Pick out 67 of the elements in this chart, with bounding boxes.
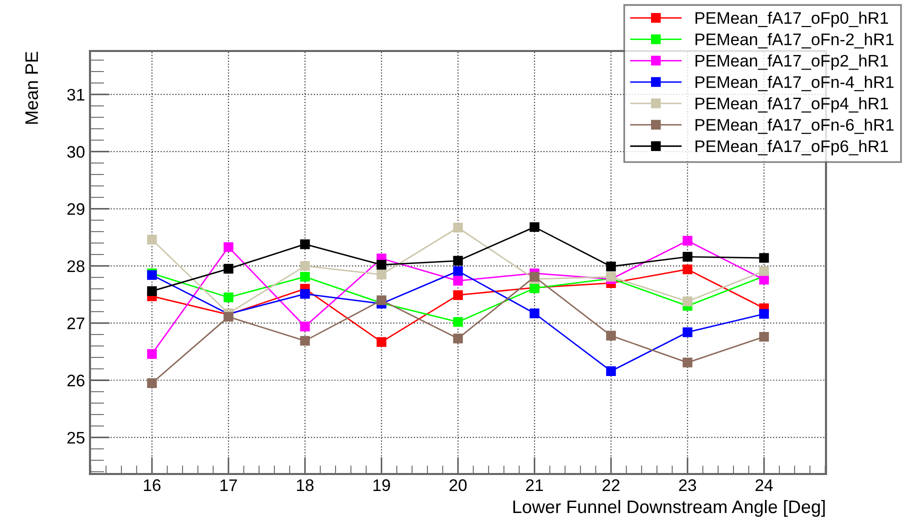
point xyxy=(759,332,769,342)
y-tick-label: 30 xyxy=(67,146,84,158)
point xyxy=(606,366,616,376)
point xyxy=(682,327,692,338)
point xyxy=(224,292,234,302)
point xyxy=(453,290,463,300)
y-axis-title: Mean PE xyxy=(25,52,38,124)
y-tick-label: 31 xyxy=(67,88,84,101)
x-tick-label: 17 xyxy=(220,479,237,491)
point xyxy=(759,266,769,276)
y-tick-label: 25 xyxy=(67,432,84,444)
legend-label: PEMean_fA17_oFp6_hR1 xyxy=(696,140,888,156)
point xyxy=(300,261,310,271)
x-tick-label: 19 xyxy=(373,479,390,492)
y-tick-label: 28 xyxy=(67,260,84,272)
x-tick-label: 21 xyxy=(526,479,543,491)
point xyxy=(376,260,386,270)
y-tick-label: 29 xyxy=(67,203,84,215)
point xyxy=(453,266,463,276)
point xyxy=(682,264,692,274)
legend-label: PEMean_fA17_oFp0_hR1 xyxy=(696,12,888,28)
point xyxy=(300,289,310,299)
point xyxy=(453,334,463,344)
point xyxy=(682,358,692,368)
point xyxy=(300,336,310,346)
legend-label: PEMean_fA17_oFn-2_hR1 xyxy=(696,33,894,48)
point xyxy=(376,270,386,280)
legend-label: PEMean_fA17_oFp2_hR1 xyxy=(696,54,888,70)
point xyxy=(376,295,386,306)
point xyxy=(224,312,234,322)
point xyxy=(606,262,616,272)
x-axis-title: Lower Funnel Downstream Angle [Deg] xyxy=(513,500,825,517)
x-tick-label: 23 xyxy=(679,479,696,492)
point xyxy=(300,322,310,332)
point xyxy=(530,222,540,232)
legend-label: PEMean_fA17_oFp4_hR1 xyxy=(696,97,888,113)
x-tick-label: 16 xyxy=(144,479,161,492)
x-tick-label: 24 xyxy=(756,479,773,491)
point xyxy=(453,256,463,266)
point xyxy=(606,330,616,341)
y-tick-label: 27 xyxy=(67,317,84,330)
x-tick-label: 22 xyxy=(602,479,620,491)
point xyxy=(759,309,769,319)
point xyxy=(759,253,769,263)
point xyxy=(530,272,540,282)
point xyxy=(682,252,692,262)
point xyxy=(376,337,386,347)
point xyxy=(453,276,463,286)
point xyxy=(300,239,310,250)
point xyxy=(147,349,157,359)
point xyxy=(530,308,540,318)
point xyxy=(453,317,463,327)
legend-label: PEMean_fA17_oFn-6_hR1 xyxy=(696,118,894,134)
legend-label: PEMean_fA17_oFn-4_hR1 xyxy=(696,76,894,92)
point xyxy=(759,274,769,285)
point xyxy=(300,272,310,282)
point xyxy=(224,242,234,252)
point xyxy=(224,264,234,274)
x-tick-label: 20 xyxy=(450,479,467,492)
point xyxy=(147,286,157,296)
point xyxy=(147,378,157,388)
point xyxy=(682,296,692,306)
x-tick-label: 18 xyxy=(296,479,314,492)
point xyxy=(682,236,692,246)
point xyxy=(147,234,157,244)
point xyxy=(453,222,463,232)
y-tick-label: 26 xyxy=(67,374,84,386)
